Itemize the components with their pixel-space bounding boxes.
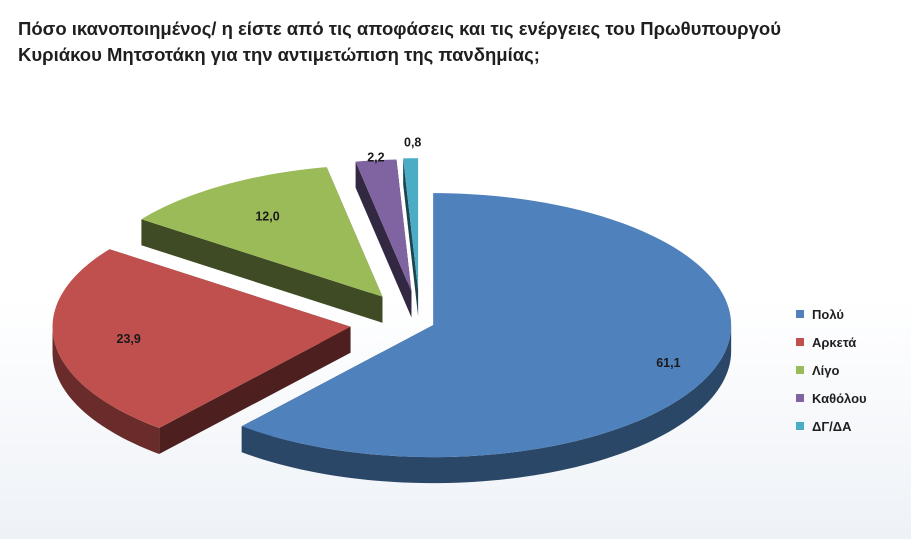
legend-label: Αρκετά bbox=[812, 334, 857, 350]
pie-slice-side bbox=[403, 158, 419, 317]
pie-slice-top bbox=[403, 158, 419, 291]
pie-slice-side bbox=[141, 219, 383, 323]
chart-title-line-1: Πόσο ικανοποιημένος/ η είστε από τις απο… bbox=[18, 18, 781, 39]
pie-slice-λίγο bbox=[141, 167, 383, 323]
pie-slice-δγ-δα bbox=[403, 158, 419, 317]
pie-slice-αρκετά bbox=[52, 249, 351, 454]
chart-title: Πόσο ικανοποιημένος/ η είστε από τις απο… bbox=[18, 16, 898, 68]
legend-swatch bbox=[796, 394, 804, 402]
legend-item-αρκετά: Αρκετά bbox=[796, 328, 867, 356]
pie-slice-top bbox=[52, 249, 351, 428]
legend-swatch bbox=[796, 338, 804, 346]
legend-swatch bbox=[796, 422, 804, 430]
pie-slice-top bbox=[141, 167, 383, 297]
pie-slice-πολύ bbox=[241, 193, 732, 484]
legend-label: Λίγο bbox=[812, 362, 840, 378]
chart-legend: Πολύ Αρκετά Λίγο Καθόλου ΔΓ/ΔΑ bbox=[796, 300, 867, 440]
legend-swatch bbox=[796, 310, 804, 318]
data-label-λίγο: 12,0 bbox=[255, 210, 279, 224]
legend-swatch bbox=[796, 366, 804, 374]
pie-slice-wall bbox=[52, 326, 160, 454]
legend-item-πολύ: Πολύ bbox=[796, 300, 867, 328]
chart-title-line-2: Κυριάκου Μητσοτάκη για την αντιμετώπιση … bbox=[18, 44, 540, 65]
data-label-αρκετά: 23,9 bbox=[117, 332, 141, 346]
legend-label: ΔΓ/ΔΑ bbox=[812, 418, 852, 434]
pie-slice-side bbox=[159, 326, 351, 454]
pie-slice-top bbox=[241, 193, 732, 458]
pie-slice-καθόλου bbox=[355, 159, 412, 318]
legend-item-δγ-δα: ΔΓ/ΔΑ bbox=[796, 412, 867, 440]
legend-label: Πολύ bbox=[812, 306, 844, 322]
data-label-πολύ: 61,1 bbox=[656, 356, 680, 370]
data-label-δγ-δα: 0,8 bbox=[404, 135, 421, 149]
pie-slice-top bbox=[355, 159, 412, 292]
legend-label: Καθόλου bbox=[812, 390, 867, 406]
data-label-καθόλου: 2,2 bbox=[367, 151, 384, 165]
legend-item-λίγο: Λίγο bbox=[796, 356, 867, 384]
legend-item-καθόλου: Καθόλου bbox=[796, 384, 867, 412]
pie-slice-side bbox=[355, 161, 412, 318]
pie-slice-wall bbox=[241, 325, 732, 484]
